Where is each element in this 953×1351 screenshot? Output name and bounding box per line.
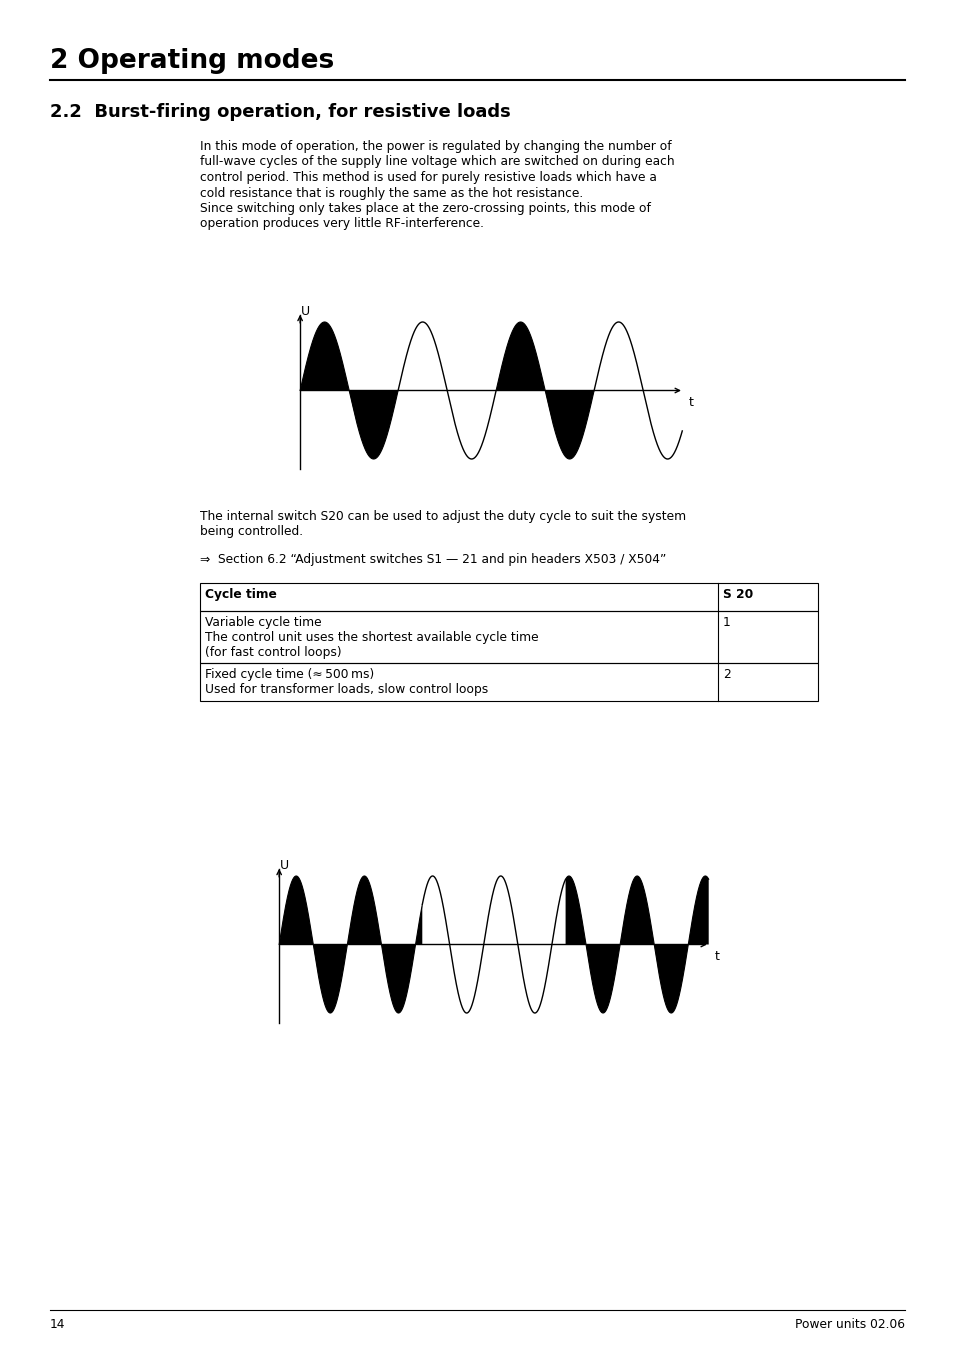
Text: t: t	[688, 396, 693, 409]
Text: Power units 02.06: Power units 02.06	[794, 1319, 904, 1331]
Text: control period. This method is used for purely resistive loads which have a: control period. This method is used for …	[200, 172, 657, 184]
Text: being controlled.: being controlled.	[200, 526, 303, 539]
Text: full-wave cycles of the supply line voltage which are switched on during each: full-wave cycles of the supply line volt…	[200, 155, 674, 169]
Text: S 20: S 20	[722, 588, 753, 601]
Text: cold resistance that is roughly the same as the hot resistance.: cold resistance that is roughly the same…	[200, 186, 582, 200]
Text: t: t	[714, 950, 720, 963]
Text: Since switching only takes place at the zero-crossing points, this mode of: Since switching only takes place at the …	[200, 203, 650, 215]
Text: 1: 1	[722, 616, 730, 630]
Bar	[200, 663, 817, 701]
Polygon shape	[565, 875, 708, 1013]
Text: U: U	[280, 859, 289, 873]
Polygon shape	[300, 322, 397, 459]
Text: In this mode of operation, the power is regulated by changing the number of: In this mode of operation, the power is …	[200, 141, 671, 153]
Text: Cycle time: Cycle time	[205, 588, 276, 601]
Polygon shape	[279, 875, 422, 1013]
Text: The internal switch S20 can be used to adjust the duty cycle to suit the system: The internal switch S20 can be used to a…	[200, 509, 685, 523]
Text: U: U	[301, 305, 310, 319]
Text: operation produces very little RF-interference.: operation produces very little RF-interf…	[200, 218, 483, 231]
Bar	[200, 611, 817, 663]
Text: 2: 2	[722, 667, 730, 681]
Text: The control unit uses the shortest available cycle time: The control unit uses the shortest avail…	[205, 631, 538, 644]
Bar	[200, 584, 817, 611]
Text: Used for transformer loads, slow control loops: Used for transformer loads, slow control…	[205, 684, 488, 696]
Text: Variable cycle time: Variable cycle time	[205, 616, 321, 630]
Text: 2.2  Burst-firing operation, for resistive loads: 2.2 Burst-firing operation, for resistiv…	[50, 103, 510, 122]
Text: 2 Operating modes: 2 Operating modes	[50, 49, 334, 74]
Text: 14: 14	[50, 1319, 66, 1331]
Text: ⇒  Section 6.2 “Adjustment switches S1 — 21 and pin headers X503 / X504”: ⇒ Section 6.2 “Adjustment switches S1 — …	[200, 553, 666, 566]
Text: Fixed cycle time (≈ 500 ms): Fixed cycle time (≈ 500 ms)	[205, 667, 374, 681]
Text: (for fast control loops): (for fast control loops)	[205, 646, 341, 659]
Polygon shape	[496, 322, 594, 459]
